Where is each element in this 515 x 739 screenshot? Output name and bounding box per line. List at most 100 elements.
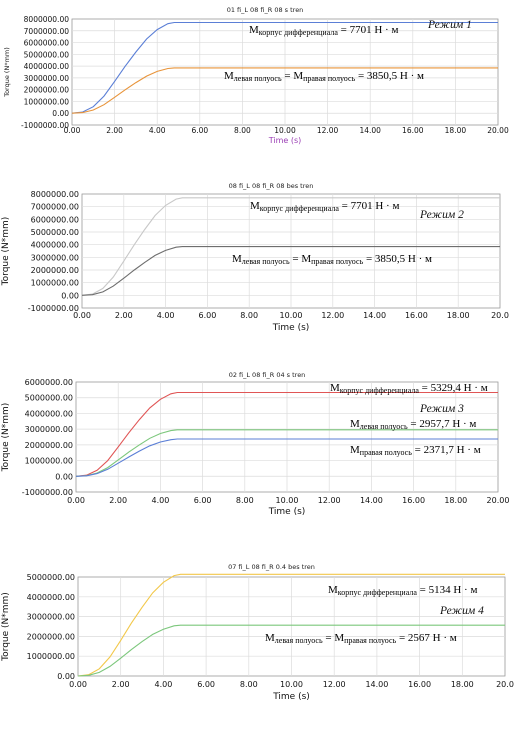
series-2-line (71, 67, 498, 114)
series-1-line (75, 391, 498, 477)
x-tick-label: 4.00 (151, 496, 169, 505)
x-tick-label: 16.00 (402, 496, 425, 505)
series-2-line (77, 624, 505, 677)
x-tick-label: 0.00 (73, 311, 91, 320)
y-tick-label: 6000000.00 (24, 39, 70, 48)
y-axis-label: Torque (N*mm) (1, 403, 11, 473)
y-tick-label: 8000000.00 (24, 15, 70, 24)
y-tick-label: 0.00 (52, 109, 69, 118)
series-2-line (81, 246, 500, 296)
x-axis-label: Time (s) (272, 692, 310, 702)
series-1-line (81, 197, 500, 296)
y-tick-label: 5000000.00 (31, 228, 79, 237)
mode-label: Режим 1 (427, 19, 472, 31)
y-tick-label: 5000000.00 (24, 50, 70, 59)
y-tick-label: 4000000.00 (31, 241, 79, 250)
torque-annotation: Mлевая полуось = Mправая полуось = 3850,… (224, 70, 424, 83)
torque-annotation: Mкорпус дифференциала = 5134 Н · м (328, 584, 477, 597)
y-tick-label: 5000000.00 (25, 394, 73, 403)
chart-2: 0.00 2.00 4.00 6.00 8.00 10.00 12.00 14.00 16.00… (1, 182, 509, 333)
x-tick-label: 18.00 (447, 311, 470, 320)
y-tick-label: 4000000.00 (27, 593, 75, 602)
y-tick-label: 3000000.00 (25, 425, 73, 434)
y-axis-label: Torque (N*mm) (1, 592, 11, 662)
x-tick-label: 6.00 (198, 311, 216, 320)
x-tick-label: 12.00 (318, 496, 341, 505)
mode-label: Режим 3 (419, 403, 464, 415)
chart-3: 0.00 2.00 4.00 6.00 8.00 10.00 12.00 14.00 16.00… (1, 371, 509, 517)
x-tick-label: 4.00 (157, 311, 175, 320)
y-tick-label: 2000000.00 (24, 86, 70, 95)
x-tick-label: 14.00 (360, 496, 383, 505)
torque-annotation: Mправая полуось = 2371,7 Н · м (350, 444, 481, 457)
series-1-line (71, 21, 498, 114)
torque-annotation: Mлевая полуось = Mправая полуось = 3850,… (232, 253, 432, 266)
x-tick-label: 20.00 (487, 126, 509, 135)
x-tick-label: 20.00 (487, 496, 510, 505)
y-tick-label: 0.00 (57, 672, 75, 681)
y-tick-label: 1000000.00 (31, 279, 79, 288)
x-tick-label: 6.00 (197, 680, 215, 689)
chart-title: 02 fi_L 08 fi_R 04 s tren (229, 371, 306, 379)
y-tick-label: 8000000.00 (31, 190, 79, 199)
x-tick-label: 12.00 (323, 680, 346, 689)
y-tick-label: 7000000.00 (24, 27, 70, 36)
x-tick-label: 12.00 (317, 126, 339, 135)
x-tick-label: 4.00 (154, 680, 172, 689)
series-1-line (77, 573, 505, 677)
mode-label: Режим 4 (439, 605, 484, 617)
y-tick-label: 4000000.00 (25, 409, 73, 418)
chart-1: 0.00 2.00 4.00 6.00 8.00 10.00 12.00 14.00 16.00… (3, 6, 509, 145)
x-tick-label: 8.00 (236, 496, 254, 505)
y-axis-label: Torque (N*mm) (1, 217, 11, 287)
y-tick-label: 1000000.00 (24, 97, 70, 106)
series-3-line (75, 438, 498, 477)
y-tick-label: 2000000.00 (25, 441, 73, 450)
y-tick-label: 3000000.00 (27, 613, 75, 622)
x-axis-label: Time (s) (272, 323, 310, 333)
x-tick-label: 10.00 (280, 680, 303, 689)
y-tick-label: -1000000.00 (21, 121, 69, 130)
chart-title: 08 fi_L 08 fi_R 08 bes tren (229, 182, 314, 190)
y-tick-label: 2000000.00 (31, 266, 79, 275)
x-tick-label: 4.00 (149, 126, 166, 135)
x-tick-label: 8.00 (234, 126, 251, 135)
torque-annotation: Mкорпус дифференциала = 7701 Н · м (250, 200, 399, 213)
torque-annotation: Mкорпус дифференциала = 5329,4 Н · м (330, 382, 488, 395)
x-tick-label: 0.00 (64, 126, 81, 135)
y-tick-label: 0.00 (61, 291, 79, 300)
x-tick-label: 16.00 (408, 680, 431, 689)
x-tick-label: 16.00 (402, 126, 424, 135)
y-tick-label: -1000000.00 (22, 488, 73, 497)
x-tick-label: 6.00 (191, 126, 208, 135)
x-tick-label: 2.00 (109, 496, 127, 505)
y-tick-label: 5000000.00 (27, 573, 75, 582)
x-tick-label: 16.00 (405, 311, 428, 320)
y-tick-label: 6000000.00 (31, 215, 79, 224)
y-tick-label: -1000000.00 (28, 304, 79, 313)
y-tick-label: 0.00 (55, 472, 73, 481)
x-tick-label: 10.00 (276, 496, 299, 505)
x-tick-label: 2.00 (115, 311, 133, 320)
y-tick-label: 1000000.00 (25, 457, 73, 466)
x-tick-label: 0.00 (67, 496, 85, 505)
y-tick-label: 4000000.00 (24, 62, 70, 71)
x-axis-label: Time (s) (268, 507, 306, 517)
x-tick-label: 12.00 (321, 311, 344, 320)
x-tick-label: 20.0 (496, 680, 514, 689)
x-tick-label: 14.00 (359, 126, 381, 135)
y-tick-label: 3000000.00 (31, 253, 79, 262)
chart-4: 0.00 2.00 4.00 6.00 8.00 10.00 12.00 14.00 16.00… (1, 563, 514, 702)
x-tick-label: 6.00 (194, 496, 212, 505)
series-2-line (75, 429, 498, 477)
chart-title: 01 fi_L 08 fi_R 08 s tren (227, 6, 304, 14)
chart-title: 07 fi_L 08 fi_R 0.4 bes tren (228, 563, 315, 571)
y-tick-label: 3000000.00 (24, 74, 70, 83)
x-tick-label: 8.00 (240, 680, 258, 689)
x-tick-label: 14.00 (363, 311, 386, 320)
x-tick-label: 2.00 (112, 680, 130, 689)
torque-annotation: Mлевая полуось = 2957,7 Н · м (350, 418, 476, 431)
y-tick-label: 2000000.00 (27, 632, 75, 641)
y-tick-label: 7000000.00 (31, 203, 79, 212)
x-tick-label: 2.00 (106, 126, 123, 135)
